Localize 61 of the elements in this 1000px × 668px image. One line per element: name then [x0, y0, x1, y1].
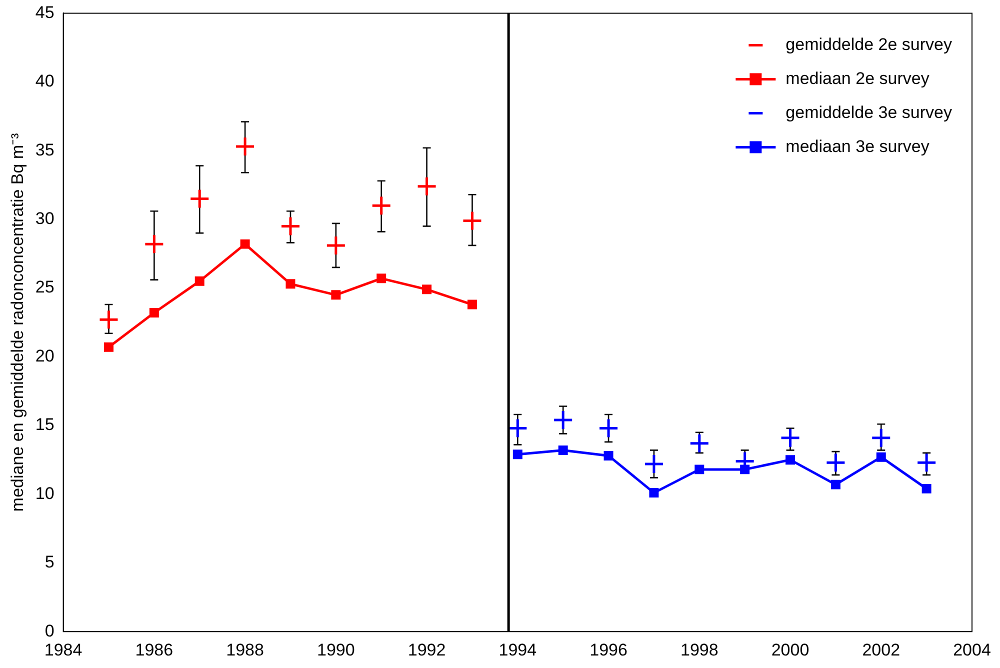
- point: [825, 452, 846, 473]
- point: [240, 239, 250, 249]
- x-tick-label: 1992: [408, 640, 446, 660]
- legend-label: gemiddelde 2e survey: [786, 34, 952, 54]
- x-tick-label: 2004: [953, 640, 991, 660]
- x-tick-label: 1986: [135, 640, 174, 660]
- y-tick-label: 20: [35, 346, 54, 366]
- point: [552, 410, 574, 430]
- point: [649, 488, 659, 498]
- point: [376, 274, 386, 284]
- point: [644, 454, 664, 474]
- point: [331, 290, 341, 300]
- y-tick-label: 15: [35, 415, 54, 434]
- point: [604, 450, 614, 460]
- x-tick-label: 1996: [590, 640, 628, 660]
- y-tick-label: 25: [35, 278, 54, 297]
- y-tick-label: 0: [44, 621, 54, 640]
- x-tick-label: 1988: [226, 640, 264, 660]
- x-tick-label: 2002: [862, 640, 900, 660]
- point: [870, 428, 892, 448]
- point: [916, 452, 937, 473]
- point: [98, 309, 119, 330]
- y-tick-label: 5: [44, 552, 54, 572]
- y-tick-label: 30: [35, 209, 54, 228]
- point: [104, 342, 114, 352]
- point: [467, 300, 477, 310]
- point: [830, 480, 840, 490]
- x-tick-label: 1994: [498, 640, 537, 660]
- point: [286, 279, 296, 289]
- x-tick-label: 1990: [317, 640, 355, 660]
- point: [689, 433, 710, 454]
- y-tick-label: 35: [35, 140, 54, 160]
- point: [189, 188, 210, 209]
- point: [876, 452, 886, 462]
- x-tick-label: 1984: [44, 640, 82, 660]
- point: [780, 428, 801, 448]
- point: [149, 308, 159, 318]
- point: [371, 195, 392, 216]
- x-tick-label: 1998: [680, 640, 718, 660]
- point: [422, 284, 432, 294]
- point: [786, 455, 796, 465]
- point: [416, 176, 438, 197]
- point: [234, 136, 256, 157]
- x-tick-label: 2000: [771, 640, 810, 660]
- legend-label: mediaan 3e survey: [786, 136, 930, 156]
- point: [694, 464, 704, 474]
- point: [326, 235, 346, 256]
- y-axis-title: mediane en gemiddelde radonconcentratie Bq m⁻³: [8, 132, 27, 512]
- point: [598, 418, 619, 438]
- legend-label: gemiddelde 3e survey: [786, 102, 952, 122]
- point: [512, 450, 522, 460]
- point: [558, 445, 568, 455]
- legend-label: mediaan 2e survey: [786, 68, 930, 88]
- y-tick-label: 10: [35, 484, 54, 503]
- y-tick-label: 45: [35, 2, 54, 22]
- y-tick-label: 40: [35, 72, 54, 91]
- point: [280, 216, 301, 236]
- point: [194, 276, 204, 286]
- point: [922, 484, 932, 494]
- point: [462, 210, 482, 231]
- point: [144, 234, 164, 254]
